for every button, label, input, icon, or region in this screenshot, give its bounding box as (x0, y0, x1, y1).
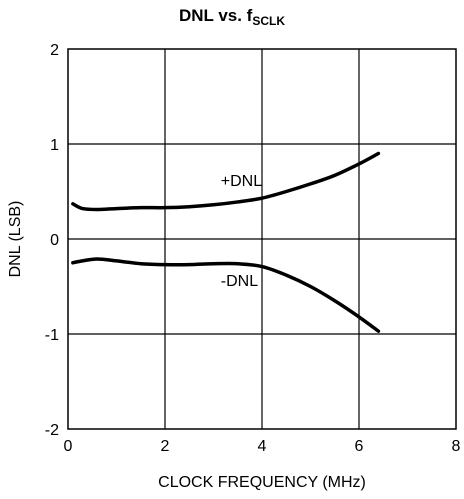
x-tick-label: 2 (161, 438, 170, 455)
y-tick-label: -2 (45, 422, 59, 439)
x-axis-label: CLOCK FREQUENCY (MHz) (158, 474, 366, 491)
plot-frame (67, 48, 457, 430)
annotation-plus-dnl: +DNL (221, 173, 262, 190)
x-tick-label: 6 (355, 438, 364, 455)
series-line-plus-dnl (71, 151, 381, 212)
y-tick-label: -1 (45, 327, 59, 344)
x-tick-label: 0 (64, 438, 73, 455)
y-tick-label: 2 (50, 42, 59, 59)
y-tick-label: 1 (50, 137, 59, 154)
y-tick-label: 0 (50, 232, 59, 249)
x-tick-label: 8 (452, 438, 461, 455)
chart-title-subscript: SCLK (252, 14, 286, 28)
y-axis-label: DNL (LSB) (7, 201, 24, 278)
x-tick-label: 4 (258, 438, 267, 455)
chart-title-main: DNL vs. f (178, 6, 253, 25)
series-line-minus-dnl (71, 257, 381, 333)
chart-title: DNL vs. fSCLK (0, 6, 464, 28)
annotation-minus-dnl: -DNL (221, 273, 258, 290)
